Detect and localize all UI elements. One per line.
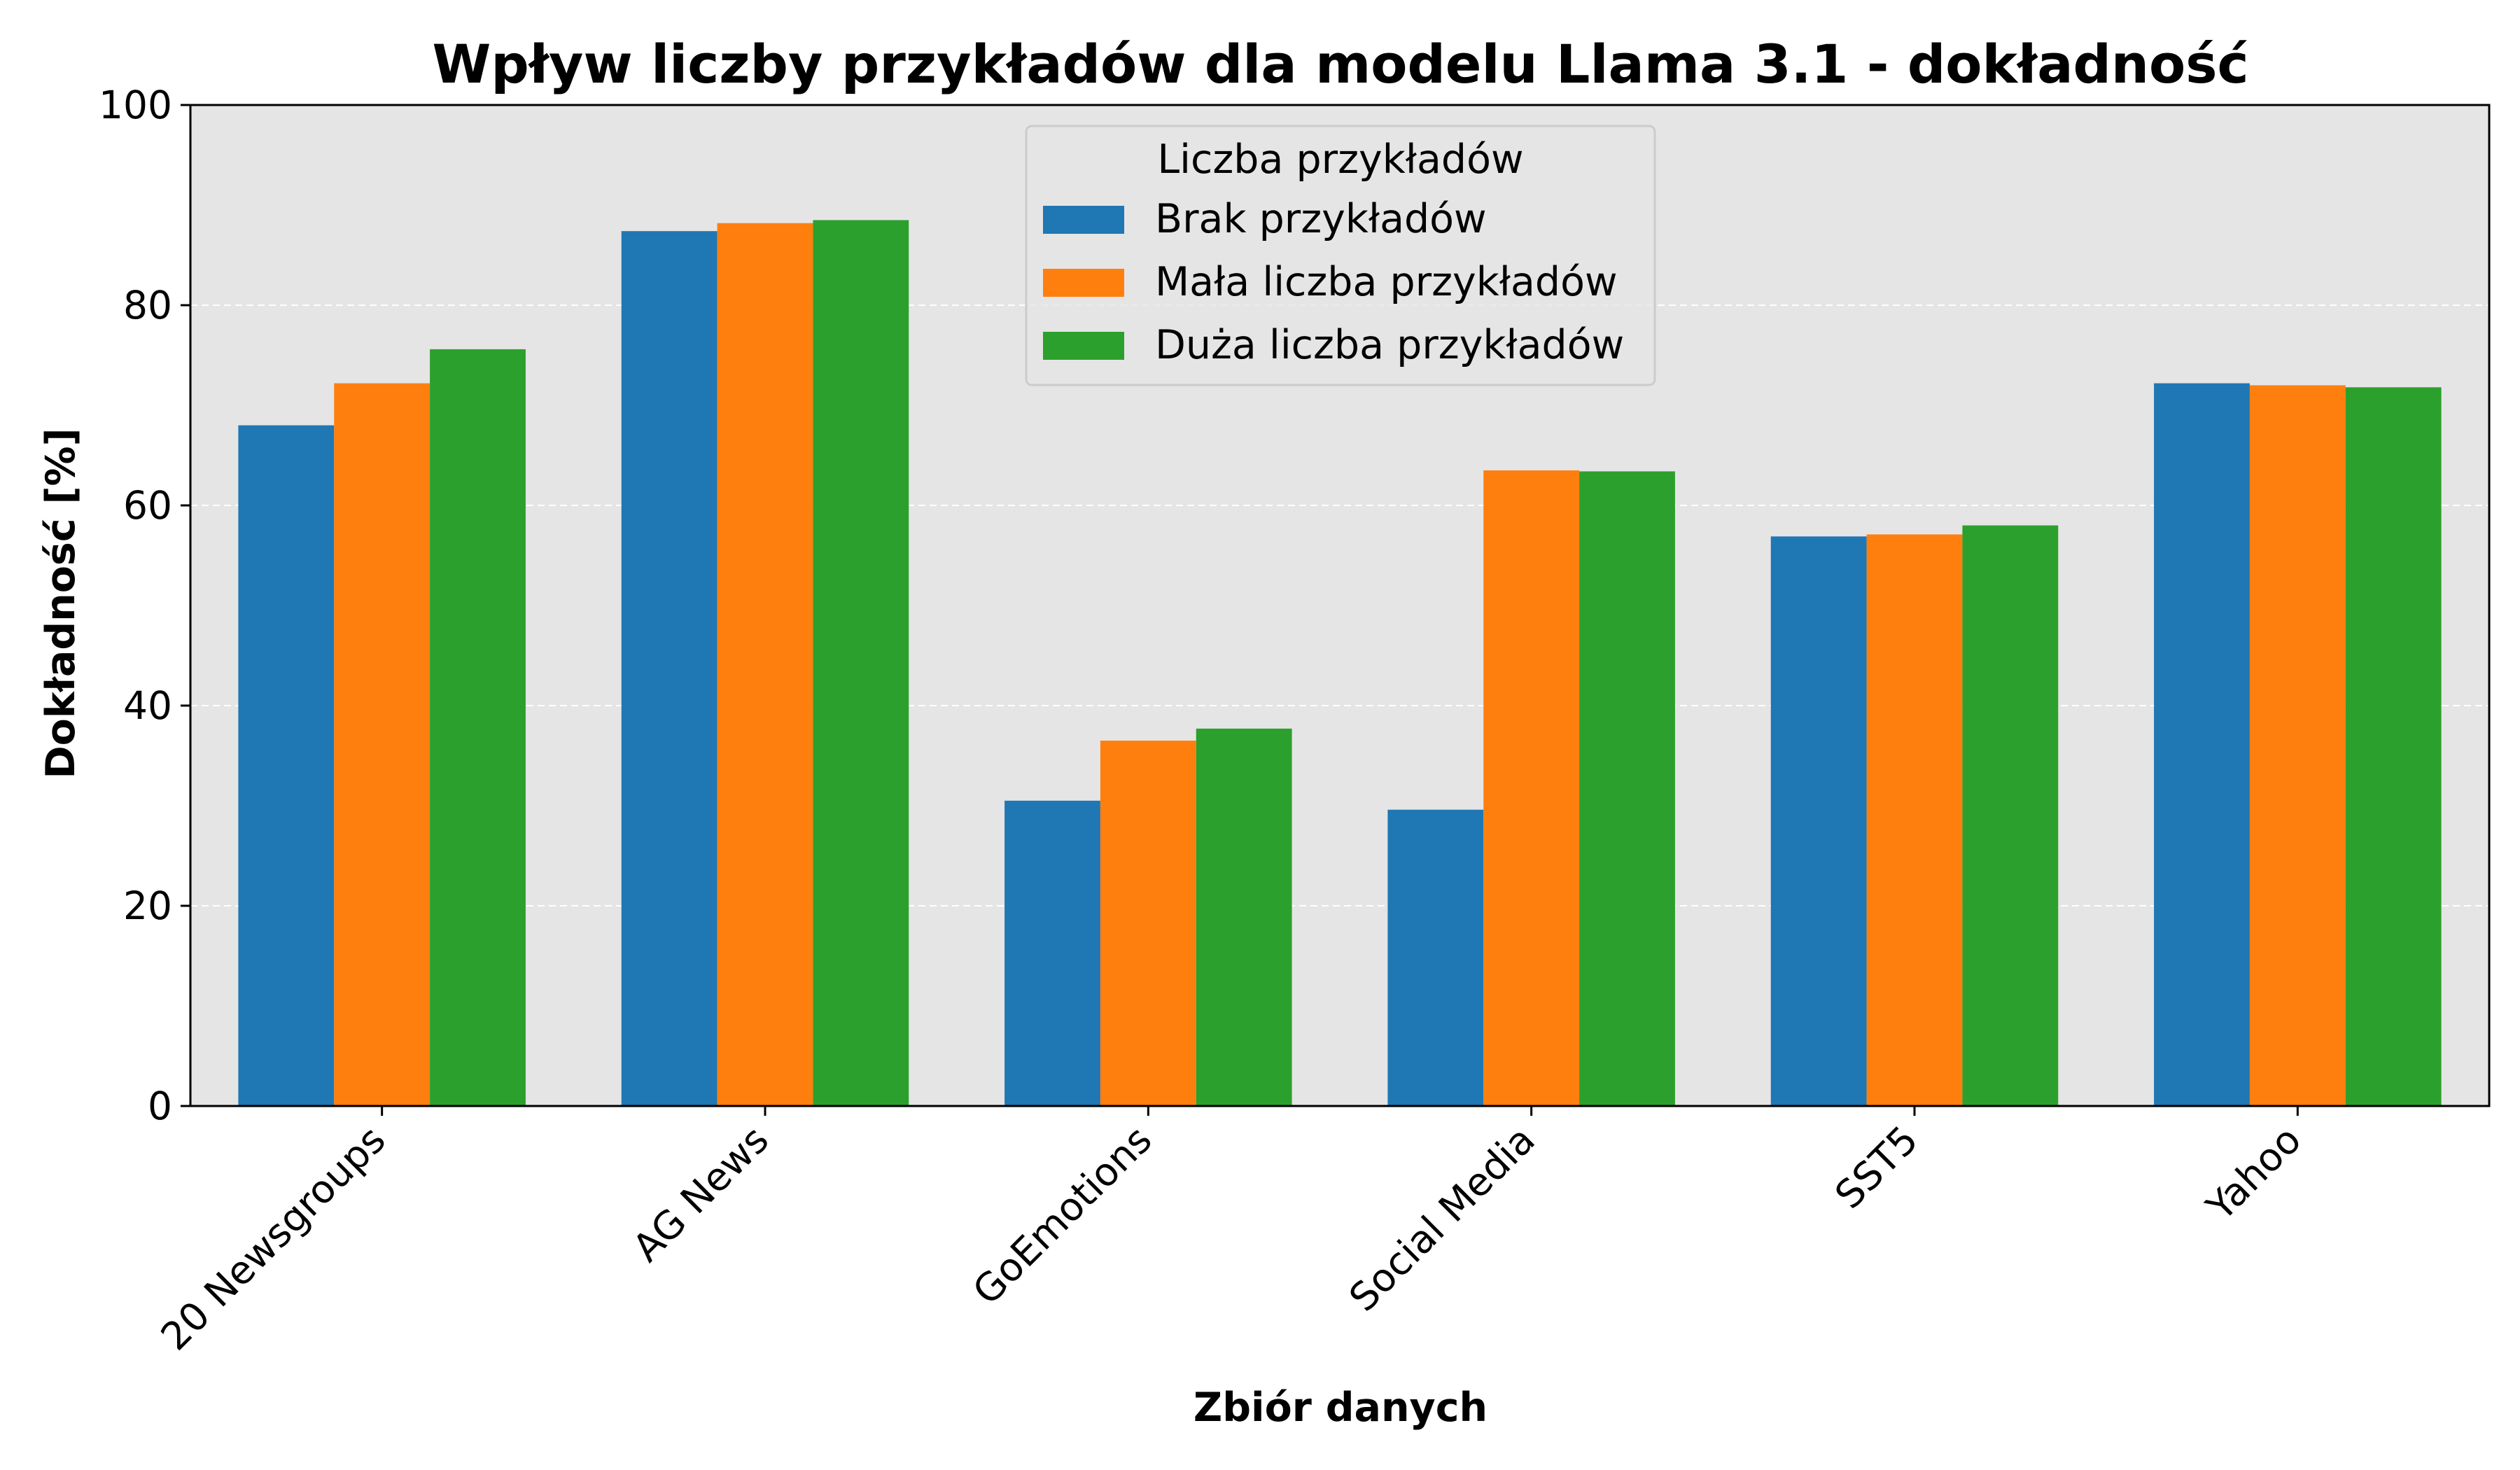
legend-label: Duża liczba przykładów — [1155, 322, 1624, 368]
legend-label: Brak przykładów — [1155, 196, 1487, 242]
legend: Liczba przykładów Brak przykładów Mała li… — [1025, 125, 1656, 386]
plot-frame — [189, 104, 2491, 1107]
y-tick-label: 40 — [123, 683, 172, 728]
legend-title: Liczba przykładów — [1157, 136, 1523, 183]
bar — [2345, 387, 2442, 1106]
legend-swatch — [1043, 332, 1124, 360]
y-tick-label: 0 — [148, 1084, 172, 1128]
legend-label: Mała liczba przykładów — [1155, 259, 1618, 305]
bar — [1962, 525, 2059, 1106]
y-axis: 0 20 40 60 80 100 — [99, 83, 190, 1128]
y-tick-label: 80 — [123, 283, 172, 328]
bar — [717, 223, 813, 1106]
bar — [238, 425, 335, 1106]
y-tick-label: 60 — [123, 483, 172, 528]
legend-swatch — [1043, 206, 1124, 234]
bar — [2154, 383, 2250, 1106]
bar — [1770, 536, 1867, 1106]
bar — [430, 349, 526, 1106]
y-tick-label: 100 — [99, 83, 172, 127]
bars — [238, 220, 2442, 1107]
legend-items: Brak przykładów Mała liczba przykładów Duż… — [1043, 196, 1624, 368]
bar — [1483, 470, 1580, 1106]
y-axis-label: Dokładność [%] — [38, 428, 84, 778]
bar — [2249, 385, 2346, 1106]
bar — [813, 220, 909, 1107]
bar — [1579, 471, 1675, 1106]
bar — [1196, 728, 1292, 1106]
x-axis-label: Zbiór danych — [1194, 1385, 1488, 1431]
y-tick-label: 20 — [123, 883, 172, 928]
bar — [1004, 800, 1100, 1106]
bar — [1866, 534, 1963, 1106]
bar — [1387, 809, 1484, 1106]
chart-title: Wpływ liczby przykładów dla modelu Llama… — [432, 33, 2248, 95]
legend-box — [1025, 125, 1656, 386]
legend-swatch — [1043, 269, 1124, 297]
bar — [334, 383, 430, 1106]
bar — [621, 231, 718, 1107]
bar — [1100, 741, 1196, 1106]
